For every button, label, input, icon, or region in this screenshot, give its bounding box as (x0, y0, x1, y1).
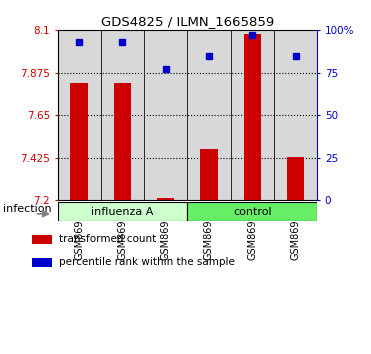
Text: transformed count: transformed count (59, 234, 156, 244)
Title: GDS4825 / ILMN_1665859: GDS4825 / ILMN_1665859 (101, 15, 274, 28)
Bar (144, 30, 187, 200)
Bar (200, 149, 218, 200)
Bar (231, 30, 274, 200)
Bar (244, 34, 261, 200)
Text: influenza A: influenza A (91, 206, 154, 217)
Text: control: control (233, 206, 272, 217)
Bar (101, 30, 144, 200)
Bar (32, 258, 52, 267)
Text: infection: infection (3, 204, 52, 214)
Text: percentile rank within the sample: percentile rank within the sample (59, 257, 235, 267)
Bar (58, 202, 187, 221)
Bar (70, 83, 88, 200)
Bar (58, 30, 101, 200)
Bar (187, 30, 231, 200)
Bar (114, 83, 131, 200)
Bar (274, 30, 317, 200)
Bar (157, 198, 174, 200)
Bar (287, 156, 304, 200)
Bar (32, 235, 52, 244)
Bar (187, 202, 317, 221)
